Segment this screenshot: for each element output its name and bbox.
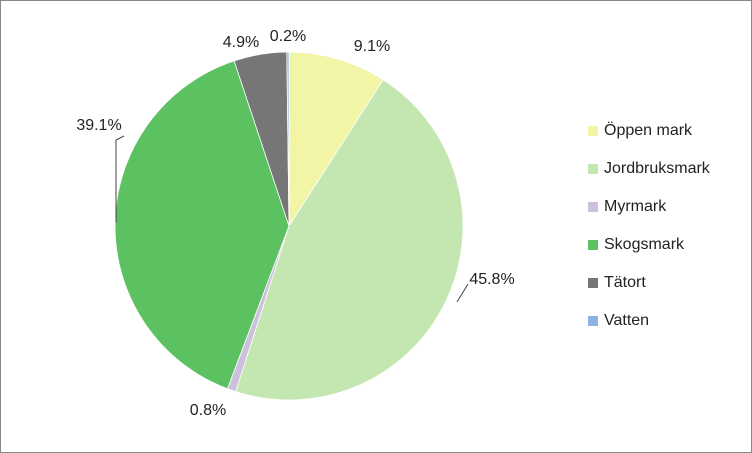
legend-swatch: [588, 278, 598, 288]
legend-swatch: [588, 126, 598, 136]
data-label: 0.2%: [270, 28, 306, 45]
data-label: 9.1%: [354, 38, 390, 55]
pie-slice: [114, 60, 290, 390]
legend-swatch: [588, 316, 598, 326]
leader-line: [115, 135, 125, 141]
legend-swatch: [588, 164, 598, 174]
pie-slice: [288, 51, 384, 228]
legend-label: Vatten: [604, 312, 649, 329]
legend-label: Tätort: [604, 274, 646, 291]
data-label: 4.9%: [223, 34, 259, 51]
legend-swatch: [588, 202, 598, 212]
legend-label: Öppen mark: [604, 121, 693, 139]
legend-swatch: [588, 240, 598, 250]
data-label: 0.8%: [190, 402, 226, 419]
pie-slice: [286, 51, 290, 227]
legend-label: Jordbruksmark: [604, 160, 711, 177]
data-label: 45.8%: [469, 271, 514, 288]
legend-label: Myrmark: [604, 198, 667, 215]
data-label: 39.1%: [76, 117, 121, 134]
leader-line: [456, 283, 469, 303]
pie-slice: [235, 79, 464, 401]
legend-label: Skogsmark: [604, 236, 685, 253]
